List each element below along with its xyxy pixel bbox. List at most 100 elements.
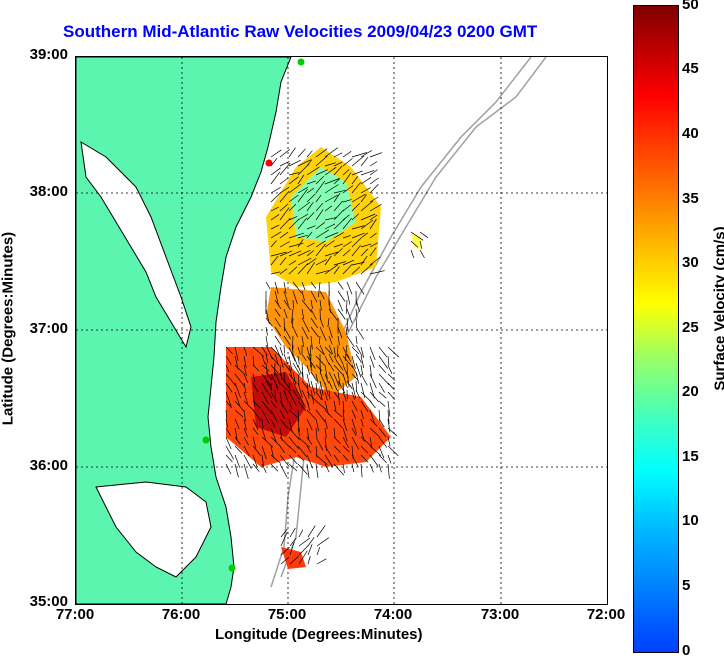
velocity-arrow — [333, 152, 343, 158]
velocity-arrow — [315, 259, 327, 266]
velocity-arrow — [307, 525, 316, 538]
velocity-arrow — [328, 362, 335, 372]
colorbar-tick: 10 — [682, 512, 699, 529]
velocity-arrow — [252, 382, 259, 393]
velocity-arrow — [310, 380, 316, 395]
velocity-arrow — [360, 382, 366, 398]
velocity-arrow — [234, 454, 241, 468]
velocity-arrow — [333, 373, 340, 387]
velocity-arrow — [328, 326, 333, 339]
map-title: Southern Mid-Atlantic Raw Velocities 200… — [63, 22, 538, 41]
velocity-arrow — [306, 225, 316, 230]
velocity-arrow — [324, 373, 329, 384]
velocity-arrow — [279, 454, 290, 467]
velocity-arrow — [378, 373, 390, 386]
velocity-arrow — [283, 281, 287, 294]
velocity-arrow — [333, 364, 345, 377]
velocity-arrow — [310, 317, 318, 329]
velocity-arrow — [301, 281, 306, 291]
velocity-arrow — [261, 427, 267, 441]
velocity-arrow — [345, 299, 348, 314]
velocity-arrow — [318, 281, 321, 298]
station-marker — [202, 436, 210, 444]
velocity-arrow — [324, 167, 337, 176]
velocity-arrow — [333, 445, 341, 454]
map-plot-area — [75, 56, 608, 605]
velocity-arrow — [297, 364, 302, 375]
velocity-arrow — [306, 463, 310, 479]
velocity-arrow — [274, 335, 282, 346]
velocity-arrow — [279, 250, 293, 257]
velocity-arrow — [297, 148, 306, 158]
velocity-arrow — [291, 335, 294, 350]
velocity-arrow — [243, 400, 255, 412]
velocity-arrow — [306, 427, 310, 440]
velocity-arrow — [297, 159, 311, 167]
velocity-arrow — [342, 418, 348, 432]
velocity-arrow — [337, 299, 344, 312]
velocity-arrow — [351, 203, 360, 212]
velocity-arrow — [252, 391, 255, 407]
velocity-arrow — [234, 346, 239, 361]
velocity-arrow — [288, 218, 300, 230]
velocity-arrow — [270, 382, 273, 392]
velocity-arrow — [306, 166, 320, 176]
velocity-arrow — [274, 353, 279, 366]
velocity-arrow — [369, 391, 379, 403]
velocity-arrow — [225, 454, 233, 463]
velocity-arrow — [270, 149, 282, 158]
velocity-arrow — [243, 373, 249, 383]
velocity-arrow — [378, 445, 385, 459]
velocity-arrow — [369, 196, 379, 203]
velocity-arrow — [301, 380, 309, 389]
velocity-arrow — [252, 454, 258, 467]
velocity-arrow — [292, 326, 298, 338]
velocity-arrow — [333, 189, 346, 194]
velocity-arrow — [280, 556, 290, 565]
velocity-arrow — [360, 418, 364, 427]
velocity-arrow — [333, 161, 343, 167]
velocity-arrow — [288, 172, 300, 176]
velocity-arrow — [360, 219, 374, 230]
velocity-arrow — [265, 281, 271, 290]
velocity-arrow — [337, 290, 346, 302]
velocity-arrow — [369, 355, 375, 368]
velocity-arrow — [327, 317, 330, 327]
velocity-arrow — [234, 373, 245, 387]
velocity-arrow — [252, 463, 260, 472]
velocity-arrow — [369, 463, 374, 473]
velocity-arrow — [234, 427, 238, 441]
velocity-arrow — [342, 158, 353, 167]
velocity-arrow — [315, 202, 324, 212]
bathymetry-contour — [270, 57, 532, 588]
velocity-arrow — [288, 418, 293, 432]
velocity-arrow — [243, 445, 250, 457]
velocity-arrow — [328, 335, 333, 345]
velocity-arrow — [360, 157, 369, 167]
velocity-arrow — [333, 427, 336, 439]
velocity-arrow — [351, 463, 355, 472]
velocity-arrow — [252, 445, 261, 456]
velocity-arrow — [333, 454, 340, 463]
velocity-arrow — [288, 382, 291, 392]
velocity-arrow — [346, 380, 353, 390]
velocity-arrow — [360, 248, 369, 257]
velocity-arrow — [279, 177, 289, 185]
velocity-arrow — [261, 454, 264, 466]
velocity-arrow — [324, 382, 329, 396]
velocity-arrow — [288, 147, 296, 158]
velocity-arrow — [337, 281, 344, 290]
velocity-arrow — [261, 391, 269, 405]
colorbar-tick: 5 — [682, 577, 691, 594]
velocity-arrow — [288, 391, 297, 406]
velocity-arrow — [315, 180, 326, 194]
station-marker — [228, 564, 236, 572]
velocity-arrow — [333, 232, 344, 239]
colorbar-tick: 35 — [682, 190, 699, 207]
velocity-arrow — [306, 382, 310, 399]
velocity-arrow — [324, 223, 336, 230]
velocity-arrow — [234, 400, 245, 412]
velocity-arrow — [279, 257, 287, 266]
velocity-arrow — [342, 204, 351, 212]
velocity-arrow — [279, 373, 285, 382]
